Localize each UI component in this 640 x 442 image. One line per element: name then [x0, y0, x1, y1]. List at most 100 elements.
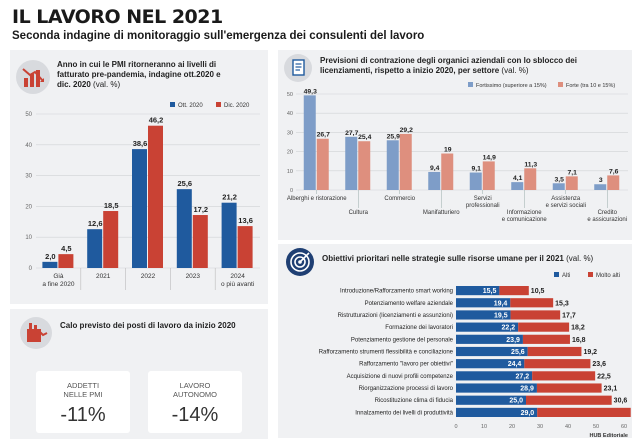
contrazione-xtick: e assicurazioni [587, 217, 627, 223]
contrazione-xtick: Commercio [384, 196, 415, 202]
obiettivi-bar [456, 298, 511, 308]
contrazione-value-label: 26,7 [317, 132, 330, 139]
obiettivi-bar [456, 371, 533, 381]
contrazione-legend-swatch [468, 82, 473, 87]
fatturato-xtick: Già [53, 273, 64, 280]
obiettivi-value-label: 18,2 [571, 325, 585, 332]
obiettivi-bar [510, 298, 554, 308]
fatturato-value-label: 46,2 [149, 116, 164, 125]
obiettivi-value-label: 29,0 [521, 410, 535, 417]
contrazione-bar [345, 136, 358, 190]
fatturato-value-label: 2,0 [45, 252, 55, 261]
posti-pmi-value: -11% [60, 404, 106, 426]
fatturato-legend-label: Dic. 2020 [224, 103, 250, 109]
obiettivi-legend-label: Molto alti [596, 273, 620, 279]
fatturato-value-label: 12,6 [88, 219, 103, 228]
contrazione-xtick: Cultura [349, 210, 369, 216]
obiettivi-value-label: 24,4 [508, 361, 522, 368]
obiettivi-value-label: 15,3 [555, 300, 569, 307]
obiettivi-bar [524, 359, 591, 369]
obiettivi-title: Obiettivi prioritari nelle strategie sul… [322, 254, 622, 264]
contrazione-ytick: 50 [287, 92, 293, 98]
target-icon [286, 248, 314, 276]
obiettivi-value-label: 19,2 [583, 349, 597, 356]
contrazione-title-text: Previsioni di contrazione degli organici… [320, 56, 577, 75]
obiettivi-xtick: 40 [565, 424, 571, 430]
contrazione-bar [399, 133, 412, 190]
panel-obiettivi: Obiettivi prioritari nelle strategie sul… [278, 244, 632, 438]
contrazione-bar [358, 141, 371, 190]
obiettivi-value-label: 28,9 [520, 386, 534, 393]
contrazione-bar [316, 138, 329, 190]
contrazione-bar [441, 153, 454, 190]
obiettivi-bar [456, 383, 537, 393]
obiettivi-legend-swatch [554, 272, 559, 277]
contrazione-value-label: 29,2 [400, 127, 413, 134]
obiettivi-value-label: 19,5 [494, 312, 508, 319]
contrazione-xtick: Servizi [474, 196, 492, 202]
contrazione-xtick: professionali [466, 203, 500, 209]
panel-contrazione: Previsioni di contrazione degli organici… [278, 50, 632, 240]
contrazione-ytick: 40 [287, 111, 293, 117]
panel-posti: Calo previsto dei posti di lavoro da ini… [10, 309, 268, 439]
panel-fatturato: Anno in cui le PMI ritorneranno ai livel… [10, 50, 268, 304]
obiettivi-category-label: Introduzione/Rafforzamento smart working [340, 289, 453, 295]
fatturato-xtick: a fine 2020 [42, 281, 75, 288]
contrazione-title: Previsioni di contrazione degli organici… [320, 56, 620, 76]
fatturato-bar [42, 261, 58, 268]
fatturato-ytick: 20 [25, 204, 32, 210]
contrazione-value-label: 7,6 [609, 168, 619, 175]
chart-fatturato: 0 10 20 30 40 50 2,0 12,6 38,6 25,6 21,2 4,5 18,5 46,… [25, 102, 260, 290]
contrazione-value-label: 11,3 [524, 161, 537, 168]
contrazione-legend-swatch [558, 82, 563, 87]
obiettivi-xtick: 20 [509, 424, 515, 430]
obiettivi-bar [522, 334, 570, 344]
contrazione-ytick: 30 [287, 130, 293, 136]
obiettivi-value-label: 25,0 [509, 398, 523, 405]
fatturato-legend-swatch [170, 102, 175, 107]
obiettivi-category-label: Formazione dei lavoratori [385, 325, 453, 331]
obiettivi-value-label: 25,6 [511, 349, 525, 356]
obiettivi-title-text: Obiettivi prioritari nelle strategie sul… [322, 254, 564, 263]
obiettivi-bar [456, 286, 500, 296]
contrazione-bar [482, 161, 495, 190]
fatturato-ytick: 50 [25, 112, 32, 118]
posti-autonomo-value: -14% [171, 404, 219, 426]
posti-card-pmi: ADDETTI NELLE PMI -11% [36, 371, 130, 433]
fatturato-ytick: 30 [25, 174, 32, 180]
obiettivi-legend-swatch [588, 272, 593, 277]
contrazione-bar [386, 140, 399, 190]
posti-autonomo-label-2: AUTONOMO [172, 390, 218, 399]
obiettivi-category-label: Ristrutturazioni (licenziamenti e assunz… [338, 313, 453, 319]
contrazione-ytick: 0 [290, 188, 293, 194]
contrazione-ytick: 20 [287, 150, 293, 156]
fatturato-value-label: 17,2 [193, 205, 208, 214]
fatturato-value-label: 4,5 [61, 244, 71, 253]
obiettivi-category-label: Potenziamento gestione del personale [351, 337, 454, 343]
obiettivi-value-label: 16,8 [572, 337, 586, 344]
contrazione-value-label: 19 [444, 147, 452, 154]
contrazione-value-label: 25,9 [387, 133, 400, 140]
contrazione-bar [469, 172, 482, 190]
contrazione-value-label: 3,5 [555, 176, 565, 183]
contrazione-bar [303, 95, 316, 190]
fatturato-value-label: 21,2 [222, 193, 237, 202]
fatturato-bar [221, 202, 237, 268]
contrazione-value-label: 9,1 [472, 166, 482, 173]
obiettivi-bar [456, 395, 526, 405]
obiettivi-value-label: 23,6 [592, 361, 606, 368]
obiettivi-bar [456, 334, 523, 344]
obiettivi-value-label: 22,2 [502, 325, 516, 332]
page-title: IL LAVORO NEL 2021 [12, 6, 223, 28]
contrazione-value-label: 27,7 [345, 130, 358, 137]
fatturato-value-label: 25,6 [177, 179, 192, 188]
obiettivi-bar [456, 346, 528, 357]
fatturato-bar [87, 229, 103, 268]
fatturato-value-label: 38,6 [133, 139, 148, 148]
fatturato-title-text: Anno in cui le PMI ritorneranno ai livel… [57, 60, 221, 89]
contrazione-xtick: Manifatturiero [423, 210, 460, 216]
contrazione-legend-label: Fortissimo (superiore a 15%) [476, 83, 547, 89]
obiettivi-value-label: 30,6 [614, 398, 628, 405]
obiettivi-bar [536, 383, 602, 393]
obiettivi-bar [526, 395, 612, 405]
